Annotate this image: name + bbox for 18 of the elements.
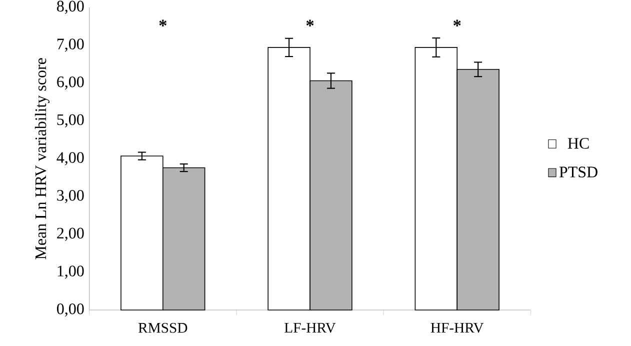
x-tick-label: HF-HRV: [430, 322, 484, 333]
x-tick-label: RMSSD: [138, 322, 188, 333]
x-tick-label: LF-HRV: [284, 322, 336, 333]
y-tick-label: 5,00: [57, 114, 84, 128]
y-tick-label: 8,00: [57, 0, 84, 14]
y-tick-label: 3,00: [57, 190, 84, 204]
y-tick-label: 7,00: [57, 38, 84, 52]
y-tick-label: 4,00: [56, 152, 84, 166]
legend-label: HC: [568, 138, 589, 149]
y-tick-label: 0,00: [57, 303, 84, 317]
annotation: *: [306, 20, 314, 26]
annotation: *: [453, 20, 461, 26]
y-tick-label: 6,00: [57, 76, 84, 90]
y-tick-label: 2,00: [57, 228, 84, 241]
y-tick-label: 1,00: [58, 266, 84, 279]
legend-label: PTSD: [559, 166, 598, 178]
y-axis-title: Mean Ln HRV variability score: [34, 58, 50, 260]
annotation: *: [159, 20, 167, 26]
